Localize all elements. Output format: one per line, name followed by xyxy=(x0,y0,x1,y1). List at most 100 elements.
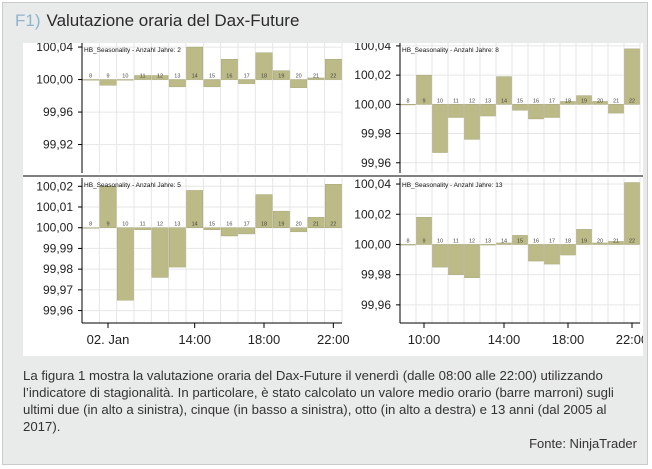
bar-category-label: 20 xyxy=(296,74,302,80)
bar-category-label: 14 xyxy=(192,74,198,80)
x-tick-label: 14:00 xyxy=(178,332,211,347)
bar-category-label: 10 xyxy=(122,74,128,80)
bar-category-label: 17 xyxy=(244,74,250,80)
bar xyxy=(186,190,204,228)
bar-category-label: 12 xyxy=(157,222,163,228)
y-tick-label: 99,98 xyxy=(361,127,391,141)
bar-category-label: 11 xyxy=(453,238,459,244)
bar-category-label: 21 xyxy=(313,222,319,228)
bar-category-label: 10 xyxy=(122,222,128,228)
bar-category-label: 21 xyxy=(613,98,619,104)
chart-panel-4: 100,04 100,02 100,00 99,98 99,96 8 9 10 11 12 13 14… xyxy=(354,177,641,323)
bar-category-label: 9 xyxy=(106,74,109,80)
y-tick-label: 99,99 xyxy=(43,241,73,255)
bar xyxy=(307,217,325,228)
bar xyxy=(134,227,152,230)
bar-category-label: 8 xyxy=(406,238,409,244)
bar xyxy=(116,79,134,81)
chart-panel-3: 100,04 100,02 100,00 99,98 99,96 8 9 10 11 12 13 14… xyxy=(354,39,641,173)
bar xyxy=(324,59,342,80)
figure-source: Fonte: NinjaTrader xyxy=(529,436,637,451)
bar-category-label: 18 xyxy=(565,98,571,104)
bar xyxy=(464,244,480,278)
bar-category-label: 22 xyxy=(330,222,336,228)
bar-category-label: 16 xyxy=(226,222,232,228)
bar-category-label: 16 xyxy=(226,74,232,80)
bar-category-label: 20 xyxy=(296,222,302,228)
y-tick-label: 99,96 xyxy=(361,156,391,170)
bar xyxy=(290,79,308,88)
bar xyxy=(400,244,416,246)
x-axis-right: 10:00 14:00 18:00 22:00 xyxy=(400,322,648,347)
y-tick-label: 100,00 xyxy=(354,97,391,111)
bar xyxy=(544,244,560,265)
bar-category-label: 22 xyxy=(629,238,635,244)
figure-number: F1) xyxy=(15,11,41,30)
figure-caption: La figura 1 mostra la valutazione oraria… xyxy=(23,368,614,434)
y-tick-label: 99,96 xyxy=(361,298,391,312)
bar-category-label: 10 xyxy=(437,238,443,244)
y-tick-label: 100,02 xyxy=(354,207,391,221)
panel-title: HB_Seasonality - Anzahl Jahre: 8 xyxy=(402,47,499,54)
figure-frame: F1) Valutazione oraria del Dax-Future 100… xyxy=(2,2,648,465)
bar xyxy=(480,104,496,117)
bar-category-label: 14 xyxy=(192,222,198,228)
bar xyxy=(324,184,342,228)
x-axis-left: 02. Jan 14:00 18:00 22:00 xyxy=(82,322,350,347)
bar-category-label: 12 xyxy=(469,98,475,104)
bar-category-label: 20 xyxy=(597,98,603,104)
panel-title: HB_Seasonality - Anzahl Jahre: 2 xyxy=(84,47,181,54)
bar-category-label: 22 xyxy=(330,74,336,80)
figure-title-text: Valutazione oraria del Dax-Future xyxy=(46,11,300,30)
y-tick-label: 100,04 xyxy=(36,43,73,54)
bar-category-label: 19 xyxy=(581,98,587,104)
bar xyxy=(255,194,273,228)
x-tick-label: 10:00 xyxy=(408,332,441,347)
bar xyxy=(480,244,496,246)
bar xyxy=(238,227,256,235)
bar xyxy=(496,242,512,245)
bar-category-label: 13 xyxy=(485,98,491,104)
bar-category-label: 15 xyxy=(209,74,215,80)
bar xyxy=(220,59,238,80)
bar xyxy=(307,77,325,80)
y-tick-label: 99,96 xyxy=(43,105,73,119)
bar-category-label: 9 xyxy=(106,222,109,228)
bar xyxy=(99,186,117,228)
y-tick-label: 99,96 xyxy=(43,304,73,318)
x-tick-label: 02. Jan xyxy=(87,332,130,347)
bar xyxy=(432,104,448,153)
bar xyxy=(608,104,624,114)
bar-category-label: 8 xyxy=(89,222,92,228)
y-tick-label: 100,00 xyxy=(36,73,73,87)
bar-category-label: 18 xyxy=(261,74,267,80)
bar xyxy=(151,75,169,80)
y-tick-label: 100,04 xyxy=(354,43,391,53)
bar-category-label: 13 xyxy=(485,238,491,244)
bar-category-label: 21 xyxy=(313,74,319,80)
bar xyxy=(400,104,416,106)
bar xyxy=(464,104,480,140)
bar xyxy=(186,46,204,80)
bar xyxy=(448,104,464,118)
bar-category-label: 16 xyxy=(533,98,539,104)
bar xyxy=(416,217,432,245)
bar xyxy=(134,75,152,80)
chart-panel-2: 100,02 100,01 100,00 99,99 99,98 99,97 99,96 8 9… xyxy=(36,178,343,323)
bar xyxy=(512,235,528,245)
bar xyxy=(560,244,576,256)
bar xyxy=(576,95,592,105)
bar xyxy=(255,52,273,80)
y-tick-label: 100,00 xyxy=(354,237,391,251)
bar xyxy=(560,101,576,105)
bar xyxy=(203,79,221,88)
bar xyxy=(592,242,608,245)
bar xyxy=(608,241,624,245)
x-tick-label: 18:00 xyxy=(248,332,281,347)
seasonality-charts: 100,04 100,00 99,96 99,92 8 9 10 11 12 13 14 15 16 17… xyxy=(23,39,648,347)
bar xyxy=(203,227,221,230)
bar-category-label: 11 xyxy=(140,222,146,228)
x-tick-label: 14:00 xyxy=(488,332,521,347)
bar-category-label: 8 xyxy=(89,74,92,80)
y-tick-label: 100,02 xyxy=(36,179,73,193)
